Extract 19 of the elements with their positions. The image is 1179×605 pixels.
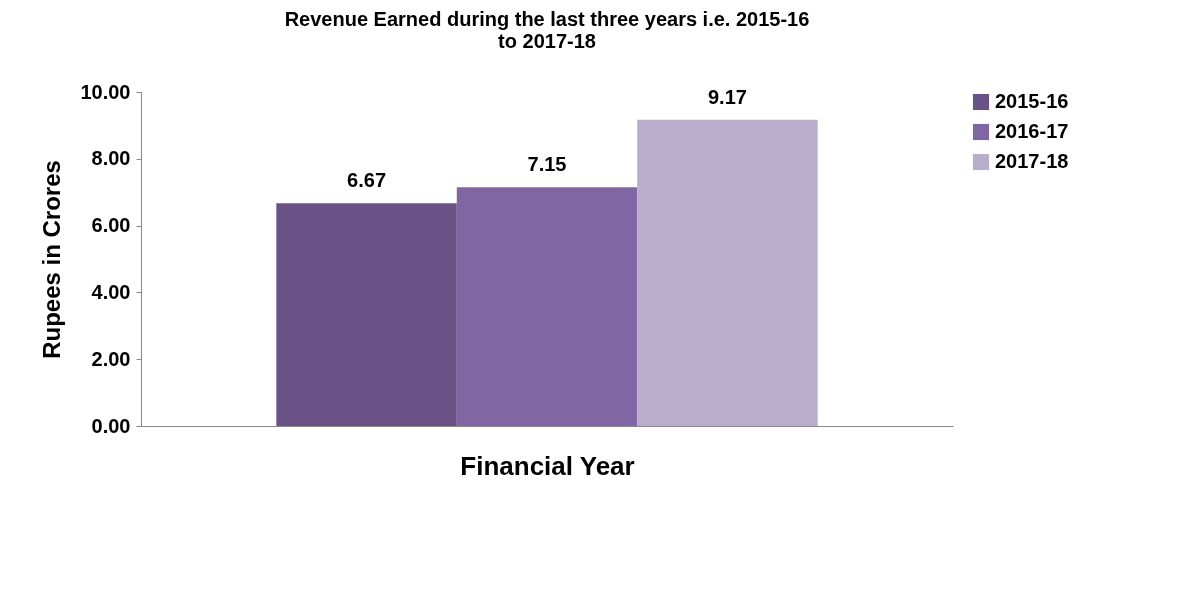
data-label: 7.15 bbox=[527, 153, 567, 176]
y-tick-label: 10.00 bbox=[80, 80, 131, 103]
bar bbox=[456, 187, 638, 426]
y-tick-label: 8.00 bbox=[91, 147, 131, 170]
legend-label: 2016-17 bbox=[995, 120, 1069, 142]
y-tick-label: 4.00 bbox=[91, 280, 131, 303]
y-tick-label: 6.00 bbox=[91, 214, 131, 237]
text: to 2017-18 bbox=[498, 30, 596, 52]
bar bbox=[637, 119, 818, 426]
y-axis-title: Rupees in Crores bbox=[38, 160, 66, 359]
bar bbox=[276, 203, 457, 426]
legend-label: 2017-18 bbox=[995, 150, 1069, 172]
x-axis-title: Financial Year bbox=[460, 450, 635, 481]
legend-label: 2015-16 bbox=[995, 90, 1069, 112]
data-label: 6.67 bbox=[347, 169, 387, 192]
data-label: 9.17 bbox=[707, 85, 747, 108]
y-tick-label: 2.00 bbox=[91, 347, 131, 370]
y-tick-label: 0.00 bbox=[91, 414, 131, 437]
text: Revenue Earned during the last three years i.e. 2015-16 bbox=[284, 8, 810, 30]
